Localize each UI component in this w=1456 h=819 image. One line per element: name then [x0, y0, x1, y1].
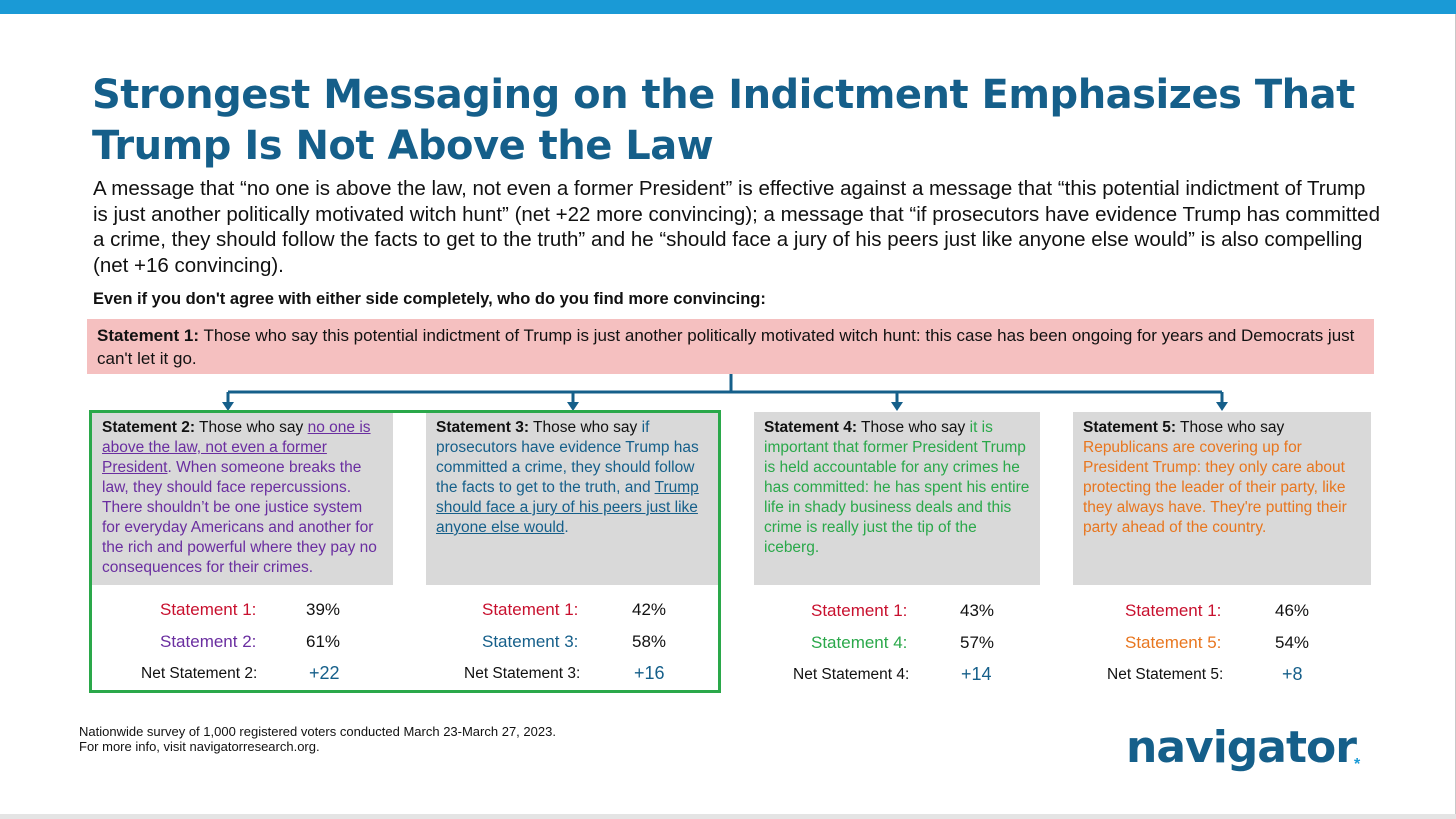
arrowhead-4 [891, 402, 903, 411]
statement-2-rest: . When someone breaks the law, they shou… [102, 459, 377, 576]
highlight-frame [89, 410, 721, 693]
footer-survey-line: Nationwide survey of 1,000 registered vo… [79, 724, 556, 739]
statement-2-highlight: no one is above the law, not even a form… [102, 419, 371, 476]
result-5-net-value: +8 [1282, 664, 1303, 684]
navigator-logo: navigator [1126, 722, 1357, 773]
result-2-r1-value: 39% [306, 600, 341, 619]
result-3-r1-label: Statement 1: [482, 600, 579, 619]
statement-2-intro: Those who say [195, 419, 308, 436]
statement-5-card: Statement 5: Those who say Republicans a… [1073, 412, 1371, 585]
statement-4-label: Statement 4: [764, 419, 858, 436]
statement-2-label: Statement 2: [102, 419, 196, 436]
statement-1-box: Statement 1: Those who say this potentia… [87, 319, 1374, 374]
result-3-r2-label: Statement 3: [482, 632, 579, 651]
statement-5-highlight: Republicans are covering up for Presiden… [1083, 439, 1347, 536]
result-2-net-label: Net Statement 2: [141, 665, 258, 682]
statement-5-intro: Those who say [1176, 419, 1285, 436]
arrowhead-2 [222, 402, 234, 411]
page-title: Strongest Messaging on the Indictment Em… [92, 72, 1355, 169]
result-2-r2-label: Statement 2: [160, 632, 257, 651]
top-accent-bar [0, 0, 1456, 14]
survey-question: Even if you don't agree with either side… [93, 290, 766, 308]
result-5-r1-label: Statement 1: [1125, 601, 1222, 620]
statement-3-card: Statement 3: Those who say if prosecutor… [426, 412, 719, 585]
result-3-net-value: +16 [634, 663, 665, 683]
statement-3-intro: Those who say [529, 419, 642, 436]
page-subtitle: A message that “no one is above the law,… [93, 177, 1380, 277]
result-2-net-value: +22 [309, 663, 340, 683]
result-3-net-label: Net Statement 3: [464, 665, 581, 682]
result-2-r1-label: Statement 1: [160, 600, 257, 619]
statement-3-part2: and [620, 479, 655, 496]
result-4-r1-label: Statement 1: [811, 601, 908, 620]
statement-4-card: Statement 4: Those who say it is importa… [754, 412, 1040, 585]
footer-note: Nationwide survey of 1,000 registered vo… [79, 724, 556, 754]
result-4-r2-label: Statement 4: [811, 633, 908, 652]
arrowhead-5 [1216, 402, 1228, 411]
result-5-net-label: Net Statement 5: [1107, 666, 1224, 683]
arrowhead-3 [567, 402, 579, 411]
result-4-net-value: +14 [961, 664, 992, 684]
result-2-r2-value: 61% [306, 632, 341, 651]
result-5-r2-label: Statement 5: [1125, 633, 1222, 652]
result-4-r1-value: 43% [960, 601, 995, 620]
statement-2-card: Statement 2: Those who say no one is abo… [92, 412, 393, 585]
result-5-r1-value: 46% [1275, 601, 1310, 620]
logo-asterisk-icon: * [1354, 756, 1361, 773]
result-3-r1-value: 42% [632, 600, 667, 619]
statement-5-label: Statement 5: [1083, 419, 1177, 436]
result-4-net-label: Net Statement 4: [793, 666, 910, 683]
statement-4-intro: Those who say [857, 419, 970, 436]
statement-3-label: Statement 3: [436, 419, 530, 436]
result-5-r2-value: 54% [1275, 633, 1310, 652]
statement-1-label: Statement 1: [97, 326, 200, 345]
statement-3-highlight: Trump should face a jury of his peers ju… [436, 479, 699, 536]
result-3-r2-value: 58% [632, 632, 667, 651]
statement-3-end: . [564, 519, 569, 536]
statement-4-highlight: it is important that former President Tr… [764, 419, 1030, 556]
footer-info-line: For more info, visit navigatorresearch.o… [79, 739, 320, 754]
bottom-edge-line [0, 814, 1456, 819]
statement-3-part1: if prosecutors have evidence Trump has c… [436, 419, 699, 496]
result-4-r2-value: 57% [960, 633, 995, 652]
statement-1-text: Those who say this potential indictment … [97, 326, 1355, 368]
